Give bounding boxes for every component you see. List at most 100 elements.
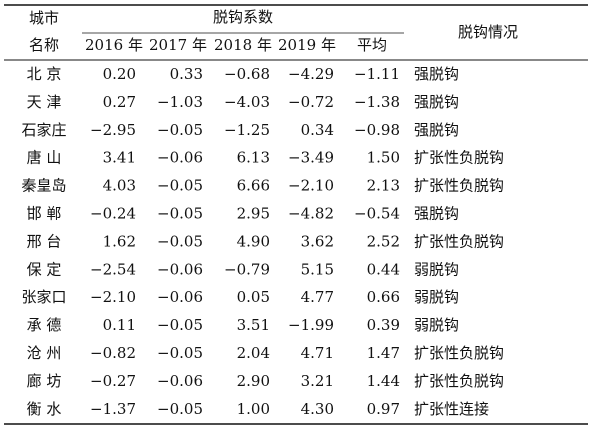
header-column: 2017 年	[149, 36, 207, 54]
coefficient: −0.68	[224, 65, 270, 83]
status: 扩张性负脱钩	[414, 372, 504, 390]
coefficient: 0.66	[367, 288, 400, 306]
city-name: 邯 郸	[27, 205, 62, 223]
coefficient: −4.82	[288, 205, 334, 223]
coefficient: 2.04	[237, 344, 270, 362]
coefficient: 4.90	[237, 232, 270, 250]
status: 扩张性负脱钩	[414, 344, 504, 362]
coefficient: −0.05	[157, 232, 203, 250]
city-name: 唐 山	[27, 149, 62, 167]
city-name: 承 德	[27, 316, 62, 334]
city-name: 衡 水	[27, 400, 62, 418]
coefficient: −0.72	[288, 93, 334, 111]
coefficient: 5.15	[301, 260, 334, 278]
coefficient: −0.54	[354, 205, 400, 223]
coefficient: 4.03	[103, 177, 136, 195]
status: 强脱钩	[414, 121, 459, 139]
coefficient: 3.21	[301, 372, 334, 390]
coefficient: 4.77	[301, 288, 334, 306]
coefficient: 1.50	[367, 149, 400, 167]
coefficient: −0.05	[157, 205, 203, 223]
header-column: 2018 年	[214, 36, 272, 54]
header-column: 2016 年	[85, 36, 143, 54]
header-city: 名称	[29, 36, 59, 54]
city-name: 沧 州	[27, 344, 62, 362]
status: 扩张性负脱钩	[414, 177, 504, 195]
coefficient: −1.25	[224, 121, 270, 139]
coefficient: −1.37	[90, 400, 136, 418]
city-name: 天 津	[27, 93, 62, 111]
coefficient: −2.54	[90, 260, 136, 278]
city-name: 北 京	[27, 65, 62, 83]
coefficient: −4.03	[224, 93, 270, 111]
coefficient: −1.11	[354, 65, 400, 83]
coefficient: −4.29	[288, 65, 334, 83]
coefficient: −3.49	[288, 149, 334, 167]
status: 弱脱钩	[414, 260, 459, 278]
coefficient: 3.51	[237, 316, 270, 334]
coefficient: 3.62	[301, 232, 334, 250]
coefficient: 1.47	[367, 344, 400, 362]
coefficient: 2.95	[237, 205, 270, 223]
coefficient: 0.44	[367, 260, 400, 278]
coefficient: 0.39	[367, 316, 400, 334]
coefficient: −0.06	[157, 149, 203, 167]
coefficient: −0.06	[157, 372, 203, 390]
city-name: 张家口	[21, 288, 66, 306]
coefficient: 6.66	[237, 177, 270, 195]
coefficient: 6.13	[237, 149, 270, 167]
coefficient: −2.95	[90, 121, 136, 139]
coefficient: 1.62	[103, 232, 136, 250]
coefficient: 1.00	[237, 400, 270, 418]
header-status: 脱钩情况	[458, 23, 518, 41]
coefficient: −0.06	[157, 288, 203, 306]
header-column: 2019 年	[278, 36, 336, 54]
coefficient: 2.13	[367, 177, 400, 195]
coefficient: −1.03	[157, 93, 203, 111]
city-name: 秦皇岛	[21, 177, 66, 195]
coefficient: −0.79	[224, 260, 270, 278]
coefficient: −0.98	[354, 121, 400, 139]
coefficient: 2.52	[367, 232, 400, 250]
header-group: 脱钩系数	[213, 8, 273, 26]
status: 弱脱钩	[414, 288, 459, 306]
city-name: 邢 台	[27, 232, 62, 250]
status: 弱脱钩	[414, 316, 459, 334]
coefficient: 3.41	[103, 149, 136, 167]
coefficient: 2.90	[237, 372, 270, 390]
coefficient: 0.33	[170, 65, 203, 83]
coefficient: −1.38	[354, 93, 400, 111]
coefficient: −2.10	[288, 177, 334, 195]
coefficient: 0.97	[367, 400, 400, 418]
coefficient: 0.27	[103, 93, 136, 111]
coefficient: −0.05	[157, 344, 203, 362]
status: 扩张性连接	[414, 400, 489, 418]
status: 扩张性负脱钩	[414, 232, 504, 250]
coefficient: 0.05	[237, 288, 270, 306]
status: 扩张性负脱钩	[414, 149, 504, 167]
city-name: 廊 坊	[27, 372, 62, 390]
status: 强脱钩	[414, 205, 459, 223]
coefficient: 4.30	[301, 400, 334, 418]
status: 强脱钩	[414, 93, 459, 111]
coefficient: −0.05	[157, 121, 203, 139]
coefficient: −0.05	[157, 177, 203, 195]
city-name: 石家庄	[21, 121, 66, 139]
city-name: 保 定	[27, 260, 62, 278]
coefficient: 0.34	[301, 121, 334, 139]
coefficient: −2.10	[90, 288, 136, 306]
coefficient: −0.27	[90, 372, 136, 390]
coefficient: 0.20	[103, 65, 136, 83]
coefficient: −0.05	[157, 316, 203, 334]
coefficient: −0.82	[90, 344, 136, 362]
coefficient: −1.99	[288, 316, 334, 334]
coefficient: −0.05	[157, 400, 203, 418]
coefficient: 1.44	[367, 372, 400, 390]
coefficient: 4.71	[301, 344, 334, 362]
coefficient: 0.11	[103, 316, 136, 334]
header-city: 城市	[29, 9, 59, 27]
header-column: 平均	[357, 36, 387, 54]
coefficient: −0.24	[90, 205, 136, 223]
status: 强脱钩	[414, 65, 459, 83]
